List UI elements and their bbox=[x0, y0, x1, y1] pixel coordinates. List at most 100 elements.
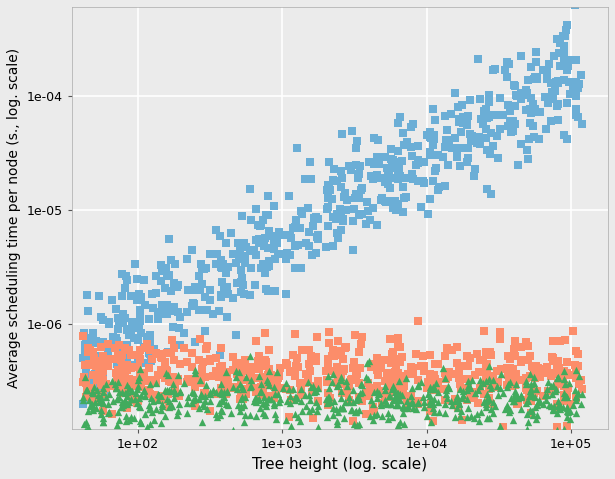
Point bbox=[122, 400, 132, 408]
Point bbox=[336, 376, 346, 384]
Point bbox=[252, 394, 261, 402]
Point bbox=[164, 373, 174, 380]
Point bbox=[309, 388, 319, 396]
Point bbox=[357, 333, 367, 341]
Point bbox=[82, 391, 92, 399]
Point bbox=[475, 382, 485, 390]
Point bbox=[325, 186, 335, 194]
Point bbox=[450, 396, 460, 403]
Point bbox=[263, 192, 273, 199]
Point bbox=[338, 367, 348, 375]
Point bbox=[184, 375, 194, 383]
Point bbox=[418, 393, 428, 401]
Point bbox=[348, 217, 358, 225]
Point bbox=[190, 286, 200, 294]
Point bbox=[466, 137, 475, 145]
Point bbox=[89, 372, 98, 379]
Point bbox=[255, 405, 265, 412]
Point bbox=[547, 79, 557, 87]
Point bbox=[442, 344, 451, 352]
Point bbox=[233, 359, 243, 367]
Point bbox=[355, 341, 365, 348]
Point bbox=[79, 421, 89, 428]
Point bbox=[284, 413, 293, 421]
Point bbox=[98, 316, 108, 324]
Point bbox=[129, 414, 139, 422]
Point bbox=[376, 399, 386, 406]
Point bbox=[462, 158, 472, 166]
Point bbox=[441, 390, 451, 398]
Point bbox=[160, 358, 170, 365]
Point bbox=[466, 412, 475, 420]
Point bbox=[433, 360, 443, 368]
Point bbox=[357, 398, 367, 405]
Point bbox=[433, 388, 443, 396]
Point bbox=[286, 396, 296, 404]
Point bbox=[258, 378, 268, 386]
Point bbox=[329, 398, 339, 405]
Point bbox=[354, 420, 364, 428]
Point bbox=[407, 170, 416, 178]
Point bbox=[122, 392, 132, 400]
Point bbox=[523, 418, 533, 426]
Point bbox=[395, 171, 405, 179]
Point bbox=[328, 351, 338, 359]
Point bbox=[271, 287, 280, 295]
Point bbox=[555, 62, 565, 69]
Point bbox=[411, 350, 421, 358]
Point bbox=[462, 405, 472, 412]
Point bbox=[418, 352, 428, 360]
Point bbox=[156, 262, 166, 269]
Point bbox=[402, 405, 411, 412]
Point bbox=[297, 210, 307, 217]
Point bbox=[97, 381, 106, 388]
Point bbox=[163, 371, 173, 378]
Point bbox=[255, 374, 265, 382]
Point bbox=[476, 356, 486, 364]
Point bbox=[78, 378, 88, 386]
Point bbox=[322, 205, 332, 213]
Point bbox=[473, 399, 483, 407]
Point bbox=[323, 432, 333, 439]
Point bbox=[276, 250, 285, 258]
Point bbox=[274, 398, 284, 406]
Point bbox=[98, 390, 108, 398]
Point bbox=[479, 327, 489, 335]
Point bbox=[90, 359, 100, 366]
Point bbox=[355, 388, 365, 396]
Point bbox=[162, 272, 172, 280]
Point bbox=[311, 398, 320, 406]
Point bbox=[555, 39, 565, 47]
Point bbox=[264, 262, 274, 270]
Point bbox=[140, 344, 150, 352]
Point bbox=[338, 434, 347, 442]
Point bbox=[523, 156, 533, 163]
Point bbox=[498, 423, 508, 431]
Point bbox=[111, 384, 121, 392]
Point bbox=[458, 394, 467, 401]
Point bbox=[311, 213, 320, 220]
Point bbox=[428, 417, 438, 424]
Point bbox=[133, 363, 143, 371]
Point bbox=[528, 363, 538, 371]
Point bbox=[541, 125, 550, 133]
Point bbox=[530, 75, 539, 83]
Point bbox=[172, 390, 181, 398]
Point bbox=[521, 399, 531, 407]
Point bbox=[154, 391, 164, 399]
Point bbox=[114, 341, 124, 349]
Point bbox=[199, 402, 209, 410]
Point bbox=[394, 164, 404, 171]
Point bbox=[88, 336, 98, 343]
Point bbox=[364, 392, 374, 399]
Point bbox=[530, 389, 539, 397]
Point bbox=[426, 399, 436, 407]
Point bbox=[254, 239, 264, 247]
Point bbox=[392, 171, 402, 179]
Point bbox=[290, 330, 300, 338]
Point bbox=[170, 260, 180, 268]
Point bbox=[374, 387, 384, 395]
Point bbox=[426, 134, 436, 142]
Point bbox=[475, 140, 485, 148]
Point bbox=[253, 397, 263, 404]
